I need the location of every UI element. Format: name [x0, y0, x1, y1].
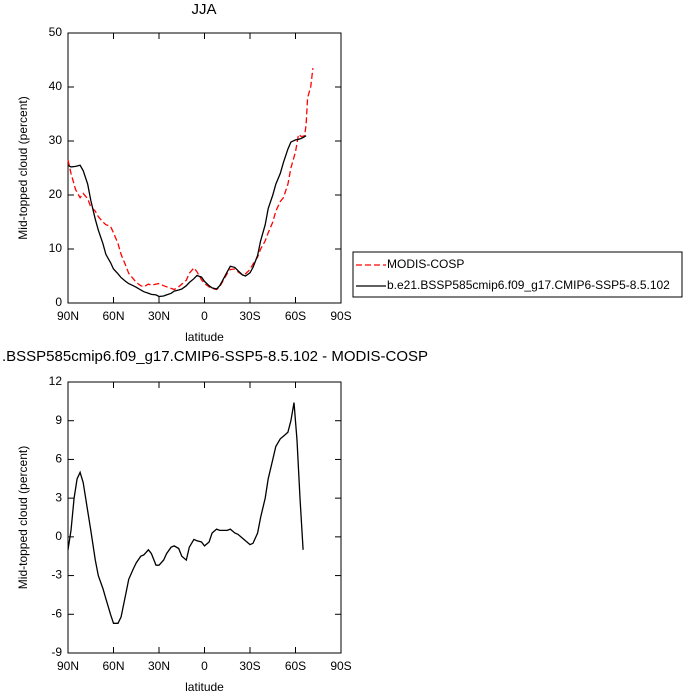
series-line [67, 402, 304, 624]
y-tick-label: -9 [51, 645, 62, 659]
series-line [67, 68, 314, 291]
x-tick-label: 30S [239, 659, 260, 673]
y-tick-label: -6 [51, 606, 62, 620]
y-tick-label: -3 [51, 568, 62, 582]
x-tick-label: 60S [285, 659, 306, 673]
y-tick-label: 12 [49, 374, 63, 388]
x-tick-label: 90S [330, 659, 351, 673]
y-tick-label: 9 [55, 413, 62, 427]
x-axis-label: latitude [185, 330, 224, 344]
y-tick-label: 10 [49, 241, 63, 255]
y-axis-label: Mid-topped cloud (percent) [16, 96, 30, 239]
y-tick-label: 3 [55, 490, 62, 504]
y-tick-label: 50 [49, 25, 63, 39]
x-tick-label: 90N [57, 659, 79, 673]
y-tick-label: 30 [49, 133, 63, 147]
y-tick-label: 40 [49, 79, 63, 93]
plot-frame [67, 32, 342, 304]
x-axis-label: latitude [185, 680, 224, 694]
x-tick-label: 30S [239, 309, 260, 323]
chart-title: JJA [191, 1, 216, 18]
y-tick-label: 0 [55, 529, 62, 543]
plot-frame [67, 381, 342, 654]
legend-label: b.e21.BSSP585cmip6.f09_g17.CMIP6-SSP5-8.… [387, 278, 670, 292]
x-tick-label: 90N [57, 309, 79, 323]
x-tick-label: 60S [285, 309, 306, 323]
x-tick-label: 0 [201, 659, 208, 673]
x-tick-label: 30N [148, 309, 170, 323]
legend-label: MODIS-COSP [387, 257, 464, 271]
x-tick-label: 60N [102, 659, 124, 673]
x-tick-label: 30N [148, 659, 170, 673]
y-axis-label: Mid-topped cloud (percent) [16, 446, 30, 589]
x-tick-label: 60N [102, 309, 124, 323]
y-tick-label: 0 [55, 295, 62, 309]
chart-title: .BSSP585cmip6.f09_g17.CMIP6-SSP5-8.5.102… [2, 348, 428, 365]
x-tick-label: 0 [201, 309, 208, 323]
y-tick-label: 6 [55, 452, 62, 466]
legend-box [352, 251, 683, 298]
series-line [67, 135, 307, 298]
x-tick-label: 90S [330, 309, 351, 323]
y-tick-label: 20 [49, 187, 63, 201]
